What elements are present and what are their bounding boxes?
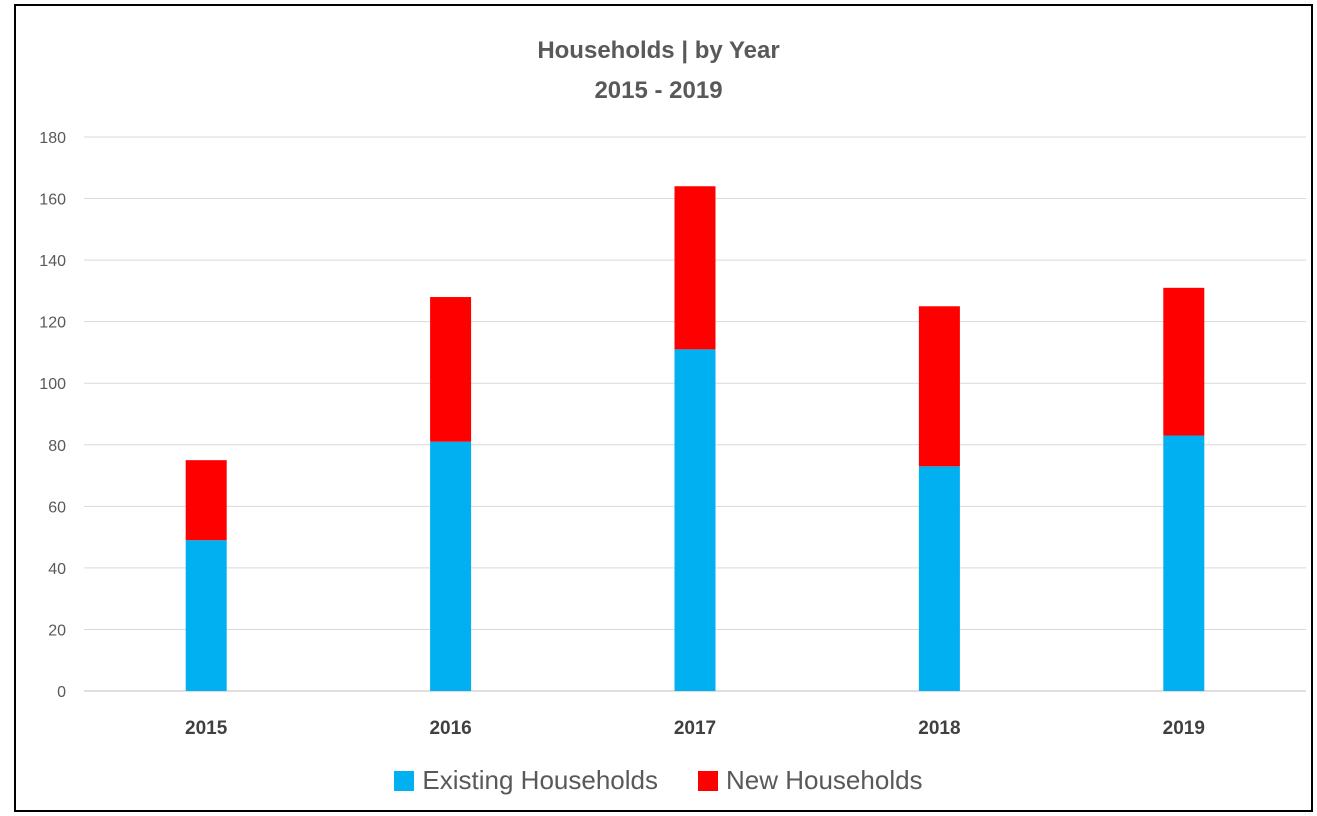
legend-swatch-existing [394,770,415,791]
bar-existing-2019 [1163,435,1205,691]
y-tick-label: 180 [39,130,66,147]
y-tick-label: 100 [39,376,66,393]
chart-subtitle: 2015 - 2019 [594,77,723,104]
x-tick-label: 2017 [674,718,716,739]
x-tick-label: 2016 [429,718,471,739]
legend-label-new: New Households [726,765,923,795]
y-tick-label: 60 [48,499,66,516]
bar-new-2015 [185,460,227,541]
bar-existing-2017 [674,349,716,691]
y-tick-label: 120 [39,315,66,332]
legend-swatch-new [698,770,718,791]
bar-new-2016 [430,297,472,442]
y-tick-label: 160 [39,192,66,209]
y-tick-label: 140 [39,253,66,270]
legend-item-new[interactable]: New Households [698,765,923,796]
bar-new-2017 [674,186,716,350]
x-tick-label: 2018 [918,718,960,739]
bar-new-2018 [918,306,960,467]
y-tick-label: 0 [57,684,66,701]
bar-new-2019 [1163,287,1205,436]
bar-existing-2016 [430,441,472,691]
chart-title: Households | by Year [537,37,780,64]
x-tick-label: 2015 [185,718,228,739]
y-tick-label: 20 [48,622,66,639]
y-tick-label: 40 [48,561,66,578]
chart-frame [14,4,1313,812]
bar-existing-2018 [918,466,960,691]
legend-item-existing[interactable]: Existing Households [394,765,658,796]
bar-existing-2015 [185,540,227,691]
legend: Existing Households New Households [0,765,1317,796]
y-tick-label: 80 [48,438,66,455]
legend-label-existing: Existing Households [422,765,658,795]
x-tick-label: 2019 [1163,718,1205,739]
